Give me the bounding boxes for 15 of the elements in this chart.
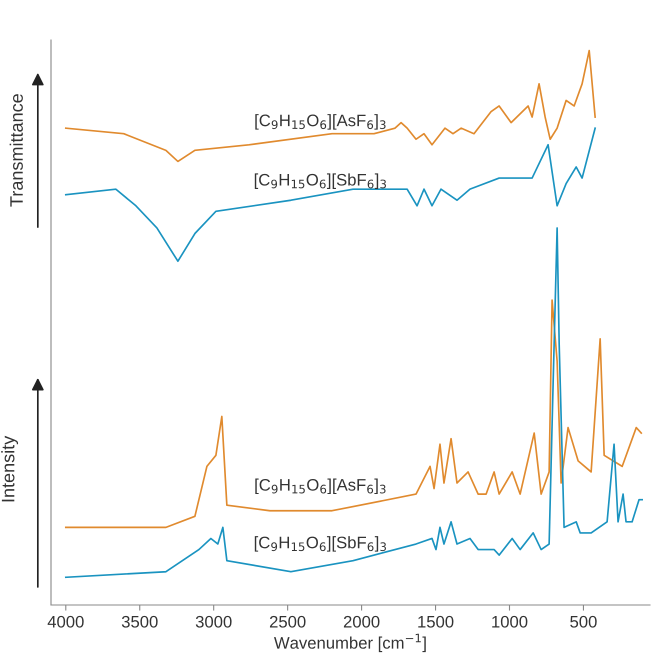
x-tick-label: 3500	[122, 616, 158, 628]
x-tick-label: 4000	[48, 616, 84, 628]
x-tick-label: 3000	[196, 616, 232, 628]
x-tick-label: 2000	[344, 616, 380, 628]
text: [C$_{9}$H$_{15}$O$_{6}$][SbF$_{6}$]$_{3}$	[254, 536, 386, 552]
x-tick-label: 1000	[492, 616, 528, 628]
x-tick-label: 2500	[270, 616, 306, 628]
text: [C$_{9}$H$_{15}$O$_{6}$][AsF$_{6}$]$_{3}$	[255, 478, 386, 494]
text: [C$_{9}$H$_{15}$O$_{6}$][AsF$_{6}$]$_{3}$	[255, 114, 386, 130]
x-tick-label: 500	[570, 616, 597, 628]
x-tick-label: 1500	[418, 616, 454, 628]
y-axis-title: Intensity	[1, 436, 18, 502]
x-axis-title: Wavenumber [cm$^{−1}$]	[274, 634, 426, 652]
text: [C$_{9}$H$_{15}$O$_{6}$][SbF$_{6}$]$_{3}$	[254, 173, 386, 189]
text: Transmittance	[10, 94, 23, 207]
